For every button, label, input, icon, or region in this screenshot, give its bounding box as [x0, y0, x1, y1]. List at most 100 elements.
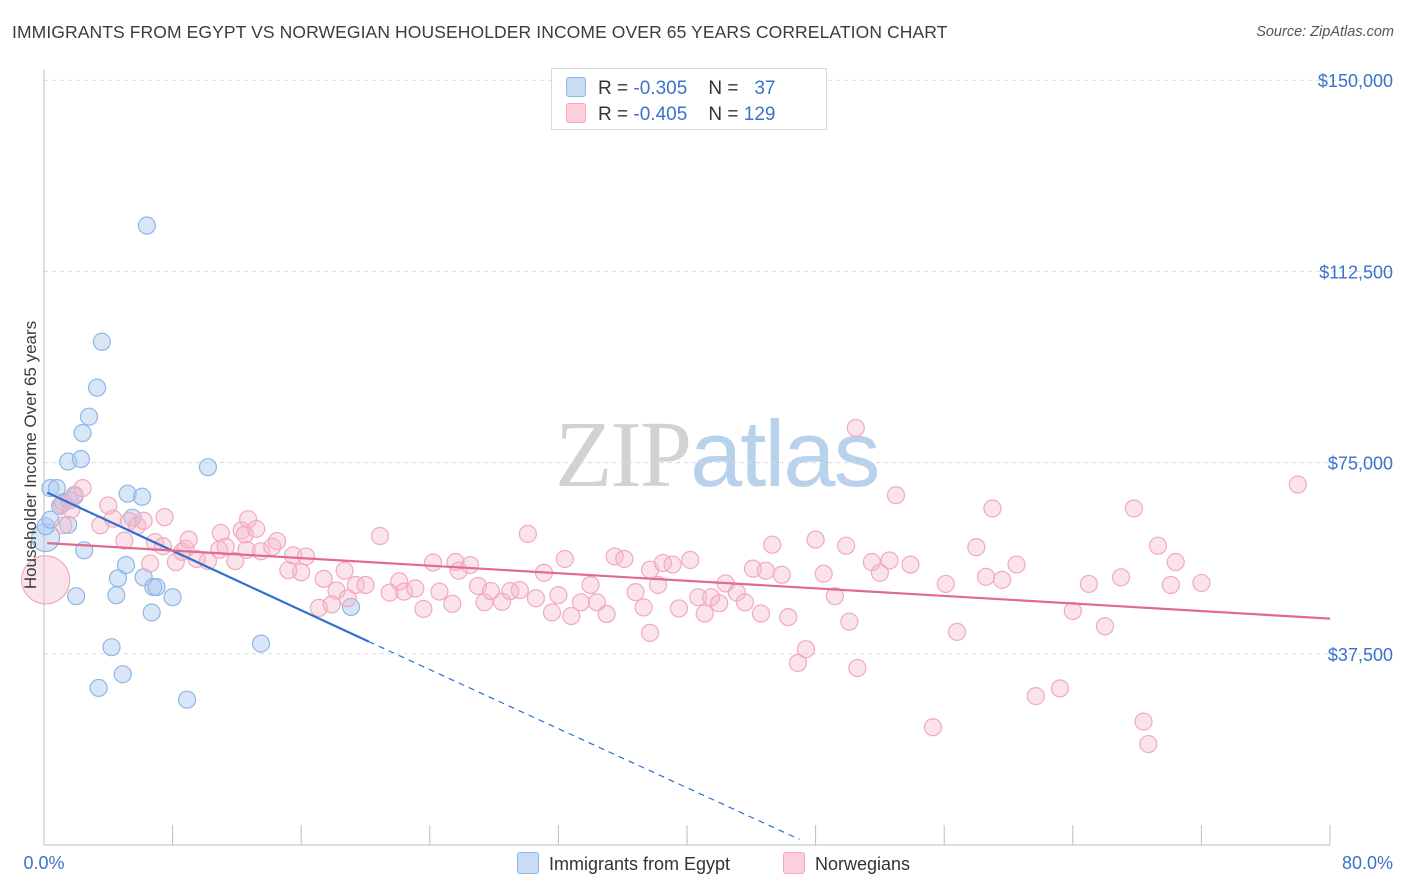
- norwegians-point: [501, 581, 520, 601]
- norwegians-point: [211, 523, 230, 543]
- norwegians-point: [840, 612, 859, 631]
- norwegians-point: [104, 509, 123, 528]
- norwegians-point: [140, 554, 160, 573]
- norwegians-point: [1134, 712, 1153, 731]
- y-tick-label: $112,500: [1319, 262, 1393, 282]
- stats-r-label: R =: [598, 104, 629, 125]
- norwegians-point: [1007, 555, 1026, 574]
- norwegians-point: [322, 595, 341, 614]
- stats-n-label: N =: [708, 104, 739, 125]
- norwegians-point: [992, 570, 1012, 589]
- norwegians-point: [54, 516, 73, 535]
- y-tick-label: $150,000: [1318, 71, 1393, 91]
- norwegians-point: [597, 604, 616, 624]
- norwegians-point: [390, 572, 409, 591]
- egypt-point: [137, 216, 156, 235]
- norwegians-point: [772, 565, 791, 584]
- legend-label-egypt: Immigrants from Egypt: [549, 854, 731, 874]
- norwegians-point: [443, 594, 462, 613]
- norwegians-point: [735, 593, 754, 612]
- y-tick-label: $75,000: [1328, 454, 1393, 474]
- norwegians-point: [356, 575, 375, 595]
- norwegians-point: [21, 555, 71, 605]
- norwegians-point: [779, 607, 798, 627]
- norwegians-point: [414, 599, 433, 619]
- norwegians-point: [825, 587, 844, 606]
- stats-r-value: -0.305: [633, 78, 688, 99]
- egypt-point: [142, 603, 161, 622]
- stats-row-norwegians: R = -0.405 N = 129: [566, 103, 775, 125]
- norwegians-point: [756, 561, 775, 580]
- norwegians-point: [423, 553, 443, 572]
- stats-r-label: R =: [598, 78, 629, 99]
- egypt-point: [163, 588, 182, 607]
- egypt-point: [41, 478, 60, 498]
- egypt-point: [108, 569, 128, 588]
- egypt-point: [113, 665, 132, 684]
- norwegians-point: [542, 603, 562, 622]
- stats-n-value: 129: [743, 104, 776, 125]
- legend-item-egypt: Immigrants from Egypt: [517, 852, 730, 875]
- egypt-point: [79, 407, 99, 426]
- norwegians-point: [292, 563, 311, 582]
- legend-label-norwegians: Norwegians: [815, 854, 911, 874]
- egypt-point: [147, 577, 166, 597]
- norwegians-point: [936, 574, 955, 594]
- norwegians-point: [663, 555, 682, 574]
- norwegians-point: [1288, 475, 1307, 494]
- norwegians-point: [695, 604, 714, 623]
- egypt-point: [87, 378, 107, 397]
- norwegians-point: [976, 567, 996, 586]
- norwegians-point: [284, 546, 303, 565]
- stats-r-value: -0.405: [633, 104, 688, 125]
- y-tick-label: $37,500: [1328, 645, 1393, 665]
- norwegians-point: [73, 478, 92, 498]
- norwegians-point: [562, 606, 581, 626]
- norwegians-point: [634, 598, 653, 617]
- y-axis-label: Householder Income Over 65 years: [21, 320, 40, 590]
- norwegians-trend-line: [47, 542, 1331, 620]
- norwegians-point: [1166, 552, 1185, 572]
- egypt-point: [116, 555, 136, 575]
- norwegians-point: [681, 550, 700, 570]
- egypt-point: [132, 487, 152, 506]
- egypt-point: [71, 449, 91, 469]
- norwegians-point: [886, 486, 906, 505]
- norwegians-point: [751, 604, 771, 623]
- norwegians-point: [814, 564, 833, 583]
- stats-box: R = -0.305 N = 37 R = -0.405 N = 129: [551, 68, 827, 130]
- norwegians-point: [848, 658, 867, 678]
- egypt-point: [102, 638, 121, 657]
- norwegians-point: [967, 538, 986, 557]
- norwegians-point: [314, 569, 333, 588]
- norwegians-point: [179, 530, 198, 549]
- norwegians-point: [581, 575, 600, 595]
- norwegians-point: [947, 622, 967, 641]
- norwegians-point: [115, 531, 134, 550]
- norwegians-point: [923, 718, 943, 737]
- norwegians-point: [346, 575, 365, 595]
- norwegians-point: [460, 555, 480, 575]
- legend-item-norwegians: Norwegians: [783, 852, 910, 875]
- norwegians-point: [669, 599, 689, 618]
- norwegians-point: [1192, 573, 1211, 593]
- norwegians-point: [155, 508, 174, 527]
- norwegians-point: [1063, 601, 1082, 621]
- norwegians-point: [806, 530, 825, 549]
- egypt-trend-line: [46, 491, 370, 643]
- norwegians-point: [510, 580, 529, 600]
- stats-n-value: 37: [754, 78, 776, 99]
- x-tick-label: 80.0%: [1342, 853, 1393, 873]
- norwegians-point: [846, 418, 865, 438]
- stats-swatch-egypt: [566, 77, 586, 97]
- norwegians-point: [518, 524, 537, 544]
- norwegians-point: [296, 547, 316, 566]
- x-tick-label: 0.0%: [23, 853, 64, 873]
- egypt-point: [107, 586, 126, 605]
- egypt-point: [59, 515, 78, 534]
- egypt-point: [73, 423, 92, 443]
- norwegians-point: [475, 593, 494, 612]
- norwegians-point: [235, 525, 255, 544]
- egypt-point: [67, 587, 86, 606]
- norwegians-point: [430, 582, 449, 601]
